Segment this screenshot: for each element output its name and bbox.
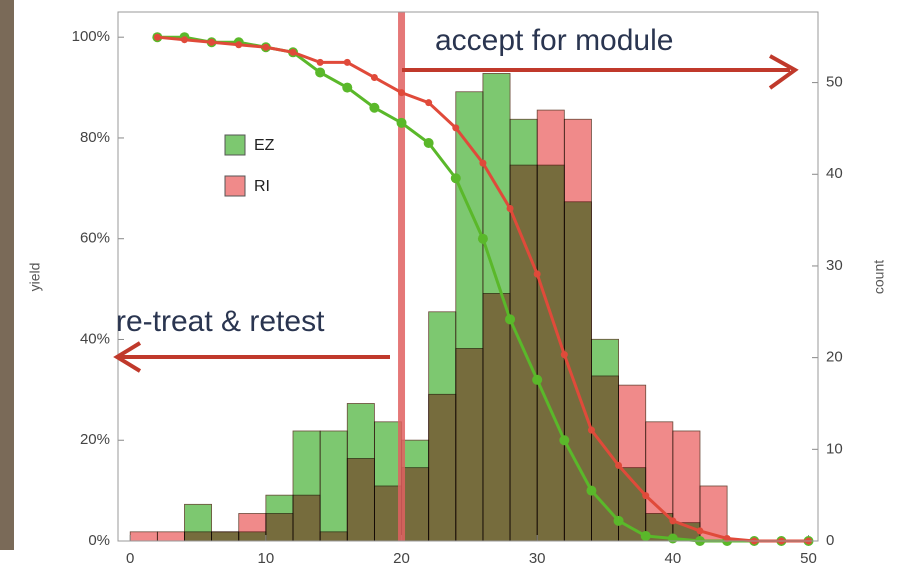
histogram-bar [319, 531, 348, 542]
histogram-bar [482, 293, 511, 542]
x-tick-label: 20 [393, 550, 410, 567]
y2-axis-label: count [871, 260, 887, 294]
arrow-left [113, 341, 390, 373]
y-tick-label: 100% [72, 28, 110, 45]
y2-tick-label: 40 [826, 165, 843, 182]
x-tick-label: 0 [126, 550, 134, 567]
yield-point [560, 351, 568, 359]
yield-point [452, 124, 460, 132]
photo-edge [0, 0, 14, 550]
yield-point [425, 99, 433, 107]
x-tick-label: 10 [258, 550, 275, 567]
yield-point [640, 530, 651, 541]
yield-point [613, 515, 624, 526]
y-tick-label: 20% [80, 431, 110, 448]
histogram-bar [265, 513, 294, 542]
yield-point [450, 173, 461, 184]
histogram-bar [645, 421, 674, 542]
legend-swatch [224, 134, 246, 156]
legend-swatch [224, 175, 246, 197]
yield-point [370, 73, 378, 81]
yield-point [533, 270, 541, 278]
histogram-bar [401, 467, 430, 542]
yield-point [696, 527, 704, 535]
yield-point [479, 159, 487, 167]
yield-point [180, 36, 188, 44]
yield-point [723, 534, 731, 542]
yield-point [316, 58, 324, 66]
histogram-bar [156, 531, 185, 542]
yield-point [586, 485, 597, 496]
yield-point [315, 67, 326, 78]
histogram-bar [211, 531, 240, 542]
yield-point [289, 48, 297, 56]
yield-point [235, 41, 243, 49]
y-axis-label: yield [27, 263, 43, 292]
x-tick-label: 40 [665, 550, 682, 567]
histogram-bar [319, 430, 348, 542]
histogram-bar [563, 118, 592, 542]
y2-tick-label: 0 [826, 532, 834, 549]
histogram-bar [184, 531, 213, 542]
legend-label: EZ [254, 137, 275, 154]
histogram-bar [455, 348, 484, 542]
yield-point [477, 233, 488, 244]
yield-point [559, 435, 570, 446]
yield-point [342, 82, 353, 93]
y2-tick-label: 20 [826, 349, 843, 366]
yield-point [587, 426, 595, 434]
x-tick-label: 50 [800, 550, 817, 567]
histogram-bar [536, 109, 565, 542]
histogram-bar [618, 384, 647, 542]
yield-point [615, 461, 623, 469]
y-tick-label: 80% [80, 129, 110, 146]
yield-point [669, 517, 677, 525]
yield-point [343, 58, 351, 66]
histogram-bar [373, 485, 402, 542]
yield-point [532, 374, 543, 385]
histogram-bar [346, 458, 375, 542]
yield-point [262, 43, 270, 51]
plot-frame [117, 11, 819, 542]
histogram-bar [428, 393, 457, 542]
yield-point [506, 204, 514, 212]
yield-point [667, 533, 678, 544]
y2-tick-label: 50 [826, 74, 843, 91]
annotation: re-treat & retest [116, 305, 325, 338]
yield-point [423, 137, 434, 148]
y-tick-label: 0% [88, 532, 110, 549]
arrow-right [402, 54, 799, 90]
yield-point [396, 117, 407, 128]
yield-point [153, 33, 161, 41]
histogram-bar [238, 513, 267, 542]
legend-label: RI [254, 178, 270, 195]
yield-point [398, 89, 406, 97]
yield-point [208, 38, 216, 46]
annotation: accept for module [435, 24, 673, 57]
yield-point [642, 492, 650, 500]
histogram-bar [292, 494, 321, 542]
y2-tick-label: 30 [826, 257, 843, 274]
yield-point [369, 102, 380, 113]
y2-tick-label: 10 [826, 440, 843, 457]
y-tick-label: 40% [80, 330, 110, 347]
histogram-bar [129, 531, 158, 542]
yield-point [505, 314, 516, 325]
x-tick-label: 30 [529, 550, 546, 567]
y-tick-label: 60% [80, 230, 110, 247]
